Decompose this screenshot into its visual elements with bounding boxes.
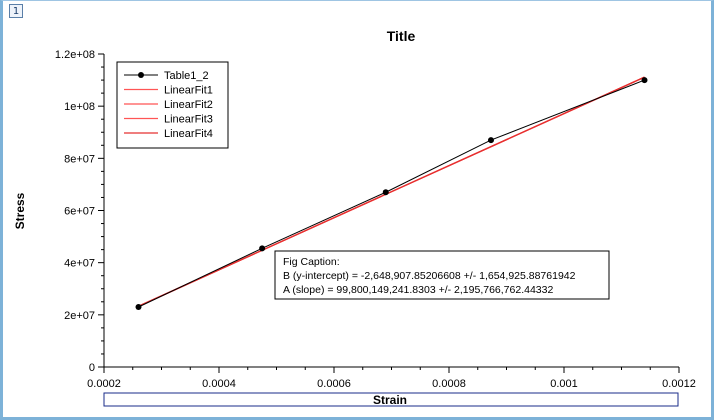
caption-slope-line: A (slope) = 99,800,149,241.8303 +/- 2,19… [283, 284, 553, 296]
legend-marker [138, 72, 144, 78]
y-tick-label: 8e+07 [64, 153, 95, 165]
y-axis-label: Stress [13, 192, 27, 229]
fit-line-linearfit4 [138, 76, 645, 307]
legend-label: Table1_2 [164, 70, 209, 82]
linear-fit-lines [138, 76, 645, 307]
legend-box [116, 61, 229, 149]
y-tick-label: 0 [89, 362, 95, 374]
data-point[interactable] [135, 304, 142, 311]
x-tick-label: 0.0008 [432, 378, 466, 390]
y-tick-label: 1.2e+08 [55, 49, 95, 61]
caption-intercept-line: B (y-intercept) = -2,648,907.85206608 +/… [283, 270, 576, 282]
x-tick-label: 0.001 [550, 378, 578, 390]
caption-box [274, 250, 610, 300]
legend[interactable]: Table1_2 LinearFit1 LinearFit2 LinearFit3 Li… [116, 61, 229, 149]
x-tick-label: 0.0002 [87, 378, 121, 390]
x-tick-label: 0.0006 [317, 378, 351, 390]
x-tick-label: 0.0012 [662, 378, 696, 390]
x-axis-label-box[interactable] [103, 392, 679, 407]
y-axis-ticks: 0 2e+07 4e+07 6e+07 8e+07 1e+08 1.2e+08 [55, 49, 104, 374]
data-point[interactable] [382, 189, 389, 196]
fit-caption[interactable]: Fig Caption: B (y-intercept) = -2,648,90… [274, 250, 610, 300]
layer-number-badge[interactable]: 1 [9, 4, 23, 18]
legend-label: LinearFit2 [164, 99, 213, 111]
chart-title: Title [387, 28, 416, 44]
y-tick-label: 1e+08 [64, 101, 95, 113]
data-point[interactable] [641, 77, 648, 84]
x-axis-label: Strain [373, 393, 407, 407]
data-point[interactable] [487, 137, 494, 144]
y-tick-label: 2e+07 [64, 310, 95, 322]
data-series-table1-2 [135, 77, 648, 311]
data-point[interactable] [259, 245, 266, 252]
x-tick-label: 0.0004 [202, 378, 236, 390]
y-tick-label: 4e+07 [64, 258, 95, 270]
x-axis-ticks: 0.0002 0.0004 0.0006 0.0008 0.001 0.0012 [87, 367, 696, 390]
y-tick-label: 6e+07 [64, 206, 95, 218]
caption-title: Fig Caption: [283, 256, 340, 268]
legend-label: LinearFit3 [164, 114, 213, 126]
legend-label: LinearFit4 [164, 128, 213, 140]
legend-label: LinearFit1 [164, 85, 213, 97]
